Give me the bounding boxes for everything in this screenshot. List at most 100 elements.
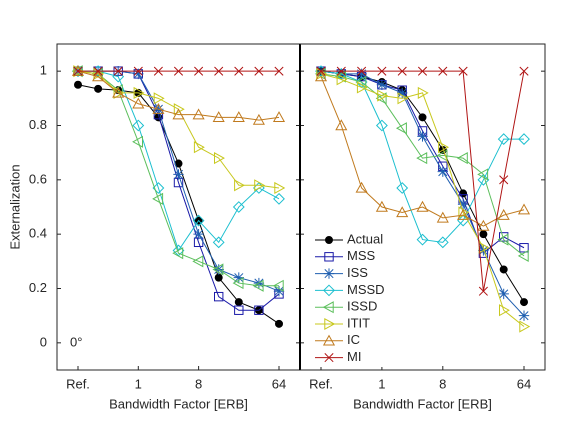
data-point [517,203,531,215]
data-point [377,66,387,76]
legend-marker [322,301,334,314]
data-point [275,319,283,328]
data-point [214,152,225,165]
legend-marker [324,252,334,262]
data-point [376,79,388,90]
data-point [72,65,84,78]
data-point [112,86,125,98]
x-tick-label: 1 [135,376,142,391]
data-point [477,219,490,231]
legend-marker [324,353,334,363]
data-point [499,175,509,185]
legend-marker [323,284,335,297]
data-point [497,133,510,145]
data-point [273,192,285,205]
x-tick-label: Ref. [309,376,333,391]
data-point [212,111,225,123]
data-point [152,102,165,114]
data-point [416,200,429,212]
data-point [356,68,367,80]
data-point [153,92,165,105]
data-point [336,66,346,76]
data-point [375,200,388,212]
y-tick-label: 0.2 [29,280,47,295]
x-tick-label: Ref. [66,376,90,391]
data-point [133,86,145,99]
data-point [436,211,449,223]
data-point [73,66,83,76]
data-point [437,166,448,177]
x-tick-label: 8 [195,376,202,391]
data-point [396,206,409,218]
series-line [77,70,280,121]
data-point [272,111,286,123]
legend-label: IC [347,332,360,347]
data-point [377,89,389,102]
legend-label: ISS [347,265,368,280]
data-point [438,141,450,154]
legend-marker [325,236,333,244]
data-point [173,169,184,180]
data-point [232,201,245,213]
legend-label: MSS [347,248,376,263]
data-point [336,73,348,86]
data-point [172,108,185,120]
data-point [458,66,468,76]
data-point [212,263,224,276]
data-point [74,80,82,89]
data-point [417,66,428,76]
data-point [153,66,163,76]
legend-marker [323,268,335,279]
series-line [320,70,525,255]
data-point [396,182,409,194]
data-point [214,273,223,282]
data-point [274,181,286,195]
data-point [173,66,184,76]
data-point [519,66,529,76]
annotation: 0° [70,334,82,349]
x-tick-label: 64 [272,376,286,391]
y-tick-label: 0 [40,334,47,349]
data-point [355,181,368,193]
data-point [436,149,448,162]
data-point [132,119,145,132]
data-point [416,152,428,165]
series-line [320,73,525,327]
data-point [457,199,469,210]
data-point [416,233,429,246]
data-point [418,113,427,122]
legend-label: ISSD [347,299,377,314]
data-point [92,70,105,82]
legend-box [313,227,391,367]
data-point [519,243,529,253]
data-point [519,320,531,333]
data-point [94,84,103,93]
data-point [234,298,243,307]
y-tick-label: 0.6 [29,171,47,186]
series-line [77,70,279,287]
data-point [132,97,145,109]
x-tick-label: 8 [439,376,446,391]
data-point [274,66,284,76]
data-point [397,92,409,105]
legend-label: MI [347,349,361,364]
data-point [477,168,489,181]
data-point [520,298,528,307]
data-point [335,119,348,131]
legend-marker [324,317,336,331]
data-point [234,66,244,76]
data-point [518,133,530,145]
y-tick-label: 0.8 [29,117,47,132]
data-point [499,265,508,274]
data-point [214,291,224,302]
data-point [417,131,428,142]
data-point [152,182,165,194]
data-point [436,236,449,249]
y-axis-label: Externalization [7,164,22,249]
data-point [397,66,407,76]
y-tick-label: 1 [40,63,47,78]
data-point [133,66,143,76]
data-point [497,233,509,246]
series-line [320,76,525,227]
data-point [252,279,264,292]
